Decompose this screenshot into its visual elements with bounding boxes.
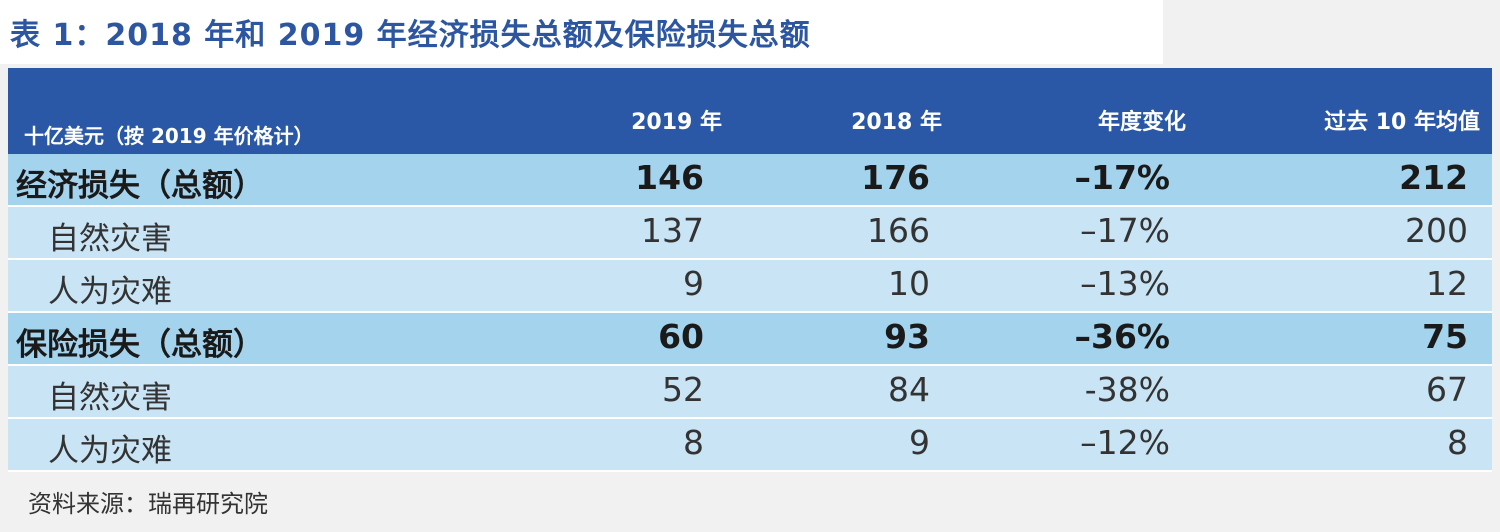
cell-2019: 52 [662, 370, 704, 409]
cell-annual-change: –13% [1080, 264, 1170, 303]
row-label: 保险损失（总额） [16, 327, 264, 363]
cell-2018: 84 [888, 370, 930, 409]
table-row-insured-total: 保险损失（总额） 60 93 –36% 75 [8, 313, 1492, 366]
source-note: 资料来源：瑞再研究院 [28, 490, 268, 518]
column-header-10yr-average: 过去 10 年均值 [1324, 110, 1480, 135]
unit-header: 十亿美元（按 2019 年价格计） [24, 124, 314, 148]
cell-10yr-average: 8 [1447, 423, 1468, 462]
cell-2018: 10 [888, 264, 930, 303]
cell-2019: 8 [683, 423, 704, 462]
table-row-economic-total: 经济损失（总额） 146 176 –17% 212 [8, 154, 1492, 207]
cell-2019: 146 [635, 158, 704, 197]
table-header: 十亿美元（按 2019 年价格计） 2019 年 2018 年 年度变化 过去 … [8, 68, 1492, 154]
column-header-annual-change: 年度变化 [1097, 110, 1186, 135]
loss-table: 十亿美元（按 2019 年价格计） 2019 年 2018 年 年度变化 过去 … [8, 68, 1492, 472]
row-label: 人为灾难 [48, 433, 172, 469]
cell-10yr-average: 75 [1422, 317, 1468, 356]
cell-10yr-average: 12 [1426, 264, 1468, 303]
cell-2018: 9 [909, 423, 930, 462]
cell-2018: 93 [884, 317, 930, 356]
column-header-2018: 2018 年 [851, 110, 942, 135]
table-row-insured-natural: 自然灾害 52 84 -38% 67 [8, 366, 1492, 419]
cell-annual-change: –12% [1080, 423, 1170, 462]
cell-10yr-average: 212 [1399, 158, 1468, 197]
cell-annual-change: –17% [1080, 211, 1170, 250]
title-band: 表 1：2018 年和 2019 年经济损失总额及保险损失总额 [0, 0, 1163, 64]
column-header-2019: 2019 年 [631, 110, 722, 135]
table-row-insured-manmade: 人为灾难 8 9 –12% 8 [8, 419, 1492, 472]
row-label: 自然灾害 [48, 221, 172, 257]
cell-annual-change: –17% [1074, 158, 1171, 197]
cell-10yr-average: 67 [1426, 370, 1468, 409]
table-row-economic-natural: 自然灾害 137 166 –17% 200 [8, 207, 1492, 260]
cell-annual-change: –36% [1074, 317, 1171, 356]
cell-2018: 176 [861, 158, 930, 197]
row-label: 经济损失（总额） [16, 168, 264, 204]
table-title: 表 1：2018 年和 2019 年经济损失总额及保险损失总额 [10, 18, 811, 53]
cell-2019: 9 [683, 264, 704, 303]
cell-10yr-average: 200 [1405, 211, 1468, 250]
cell-2019: 60 [658, 317, 704, 356]
table-row-economic-manmade: 人为灾难 9 10 –13% 12 [8, 260, 1492, 313]
cell-2018: 166 [867, 211, 930, 250]
cell-annual-change: -38% [1084, 370, 1170, 409]
row-label: 人为灾难 [48, 274, 172, 310]
cell-2019: 137 [641, 211, 704, 250]
row-label: 自然灾害 [48, 380, 172, 416]
